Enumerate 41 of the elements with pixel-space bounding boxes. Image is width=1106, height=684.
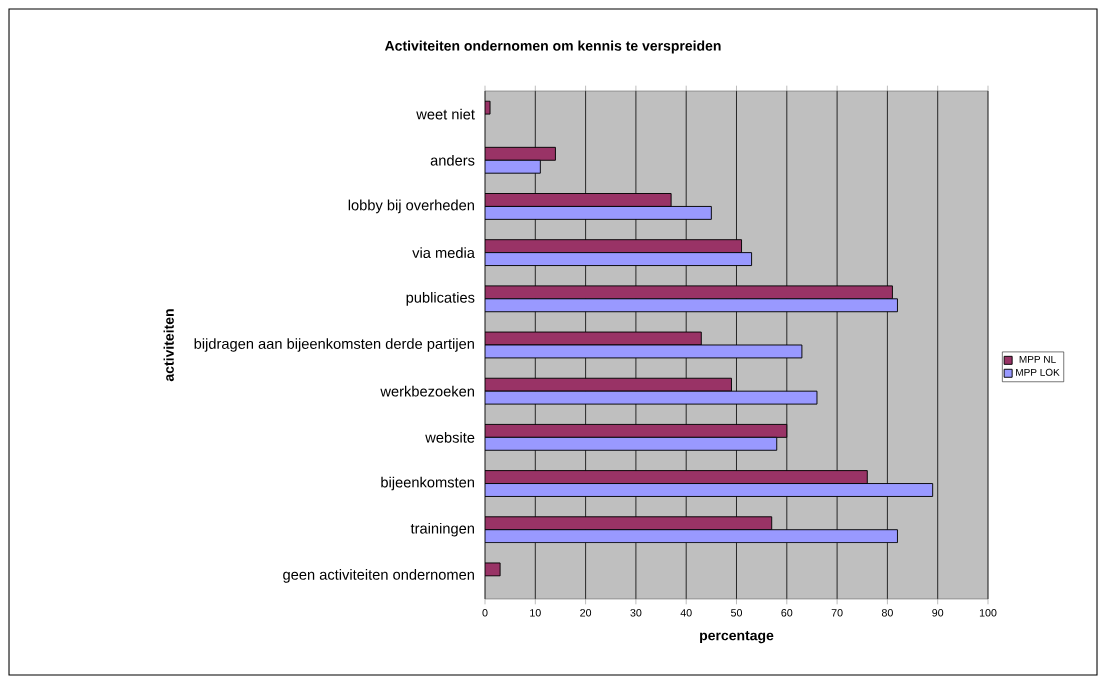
y-tick-label: anders [430,154,475,166]
y-tick-label: geen activiteiten ondernomen [283,569,474,583]
x-tick-label: 40 [680,609,692,617]
y-tick-label: weet niet [416,108,475,120]
x-tick-label: 60 [781,609,793,617]
bar [485,423,788,438]
x-tick-label: 90 [932,609,944,617]
y-tick-label: bijeenkomsten [381,476,474,491]
bar [485,483,934,497]
bar [485,205,712,220]
x-axis-title: percentage [700,631,774,644]
x-tick-label: 80 [881,609,893,617]
y-axis-title: activiteiten [163,309,174,382]
x-tick-label: 10 [530,609,541,617]
y-tick-label: trainingen [410,522,474,537]
x-tick-label: 70 [831,609,843,617]
bar [485,239,742,254]
bar [485,298,898,313]
bar [485,470,868,484]
y-tick-label: werkbezoeken [380,385,474,397]
x-tick-label: 100 [979,609,997,617]
x-tick-label: 30 [630,609,642,617]
bar [485,159,541,174]
bar [485,436,778,451]
x-tick-label: 20 [580,609,592,617]
chart-title: Activiteiten ondernomen om kennis te verspreiden [384,40,721,54]
x-tick-label: 0 [482,609,488,617]
y-tick-label: via media [412,247,475,259]
bar [485,252,753,267]
bar [485,516,773,531]
legend-label: MPP NL [1019,355,1056,363]
bar [485,193,672,207]
y-tick-label: website [425,431,475,443]
bar [485,529,898,544]
legend-label: MPP LOK [1016,368,1060,376]
bar [485,146,556,161]
y-tick-label: publicaties [406,291,475,306]
y-tick-label: lobby bij overheden [348,199,474,214]
bar [485,377,732,392]
y-tick-label: bijdragen aan bijeenkomsten derde partijen [194,338,474,352]
x-tick-label: 50 [730,609,743,617]
